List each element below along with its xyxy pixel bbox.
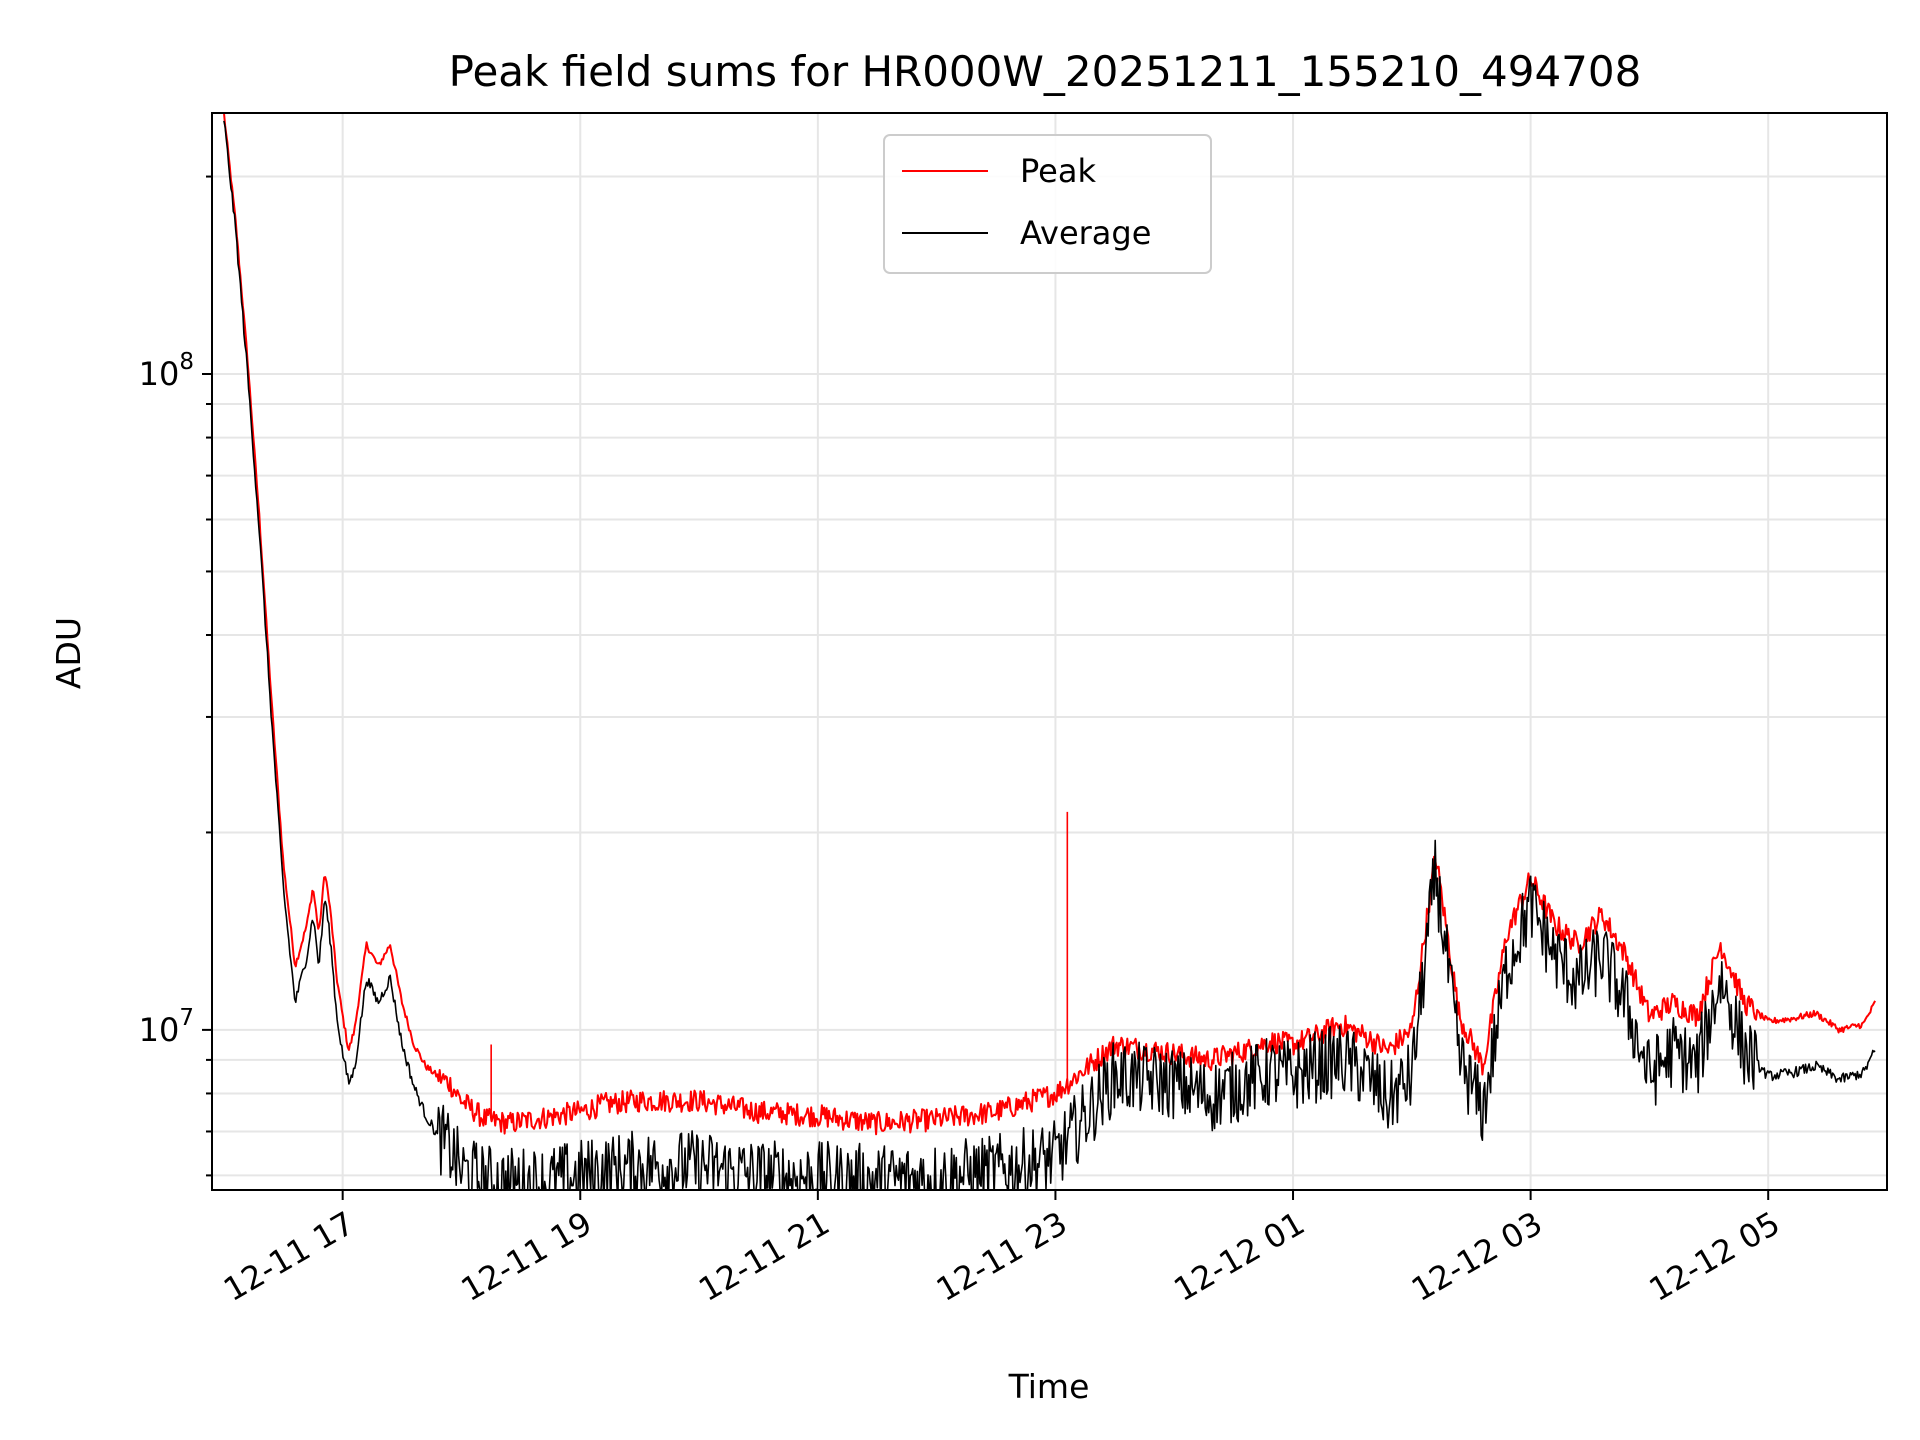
- series-layer: [222, 113, 1876, 1190]
- legend-average-label: Average: [1020, 214, 1151, 252]
- y-tick-label: 107: [139, 1005, 194, 1049]
- y-axis-label: ADU: [49, 617, 88, 689]
- chart-title: Peak field sums for HR000W_20251211_1552…: [449, 47, 1642, 96]
- y-tick-base: 10: [139, 355, 180, 393]
- legend: Peak Average: [883, 134, 1212, 274]
- y-tick-exponent: 8: [179, 349, 194, 375]
- y-tick-label: 108: [139, 349, 194, 393]
- y-tick-exponent: 7: [179, 1005, 194, 1031]
- y-tick-base: 10: [139, 1011, 180, 1049]
- legend-peak-label: Peak: [1020, 152, 1096, 190]
- plot-frame: [211, 112, 1888, 1191]
- legend-box: [883, 134, 1212, 274]
- series-average-line: [223, 120, 1876, 1190]
- series-peak-line: [222, 113, 1876, 1136]
- x-axis-label: Time: [1008, 1367, 1090, 1406]
